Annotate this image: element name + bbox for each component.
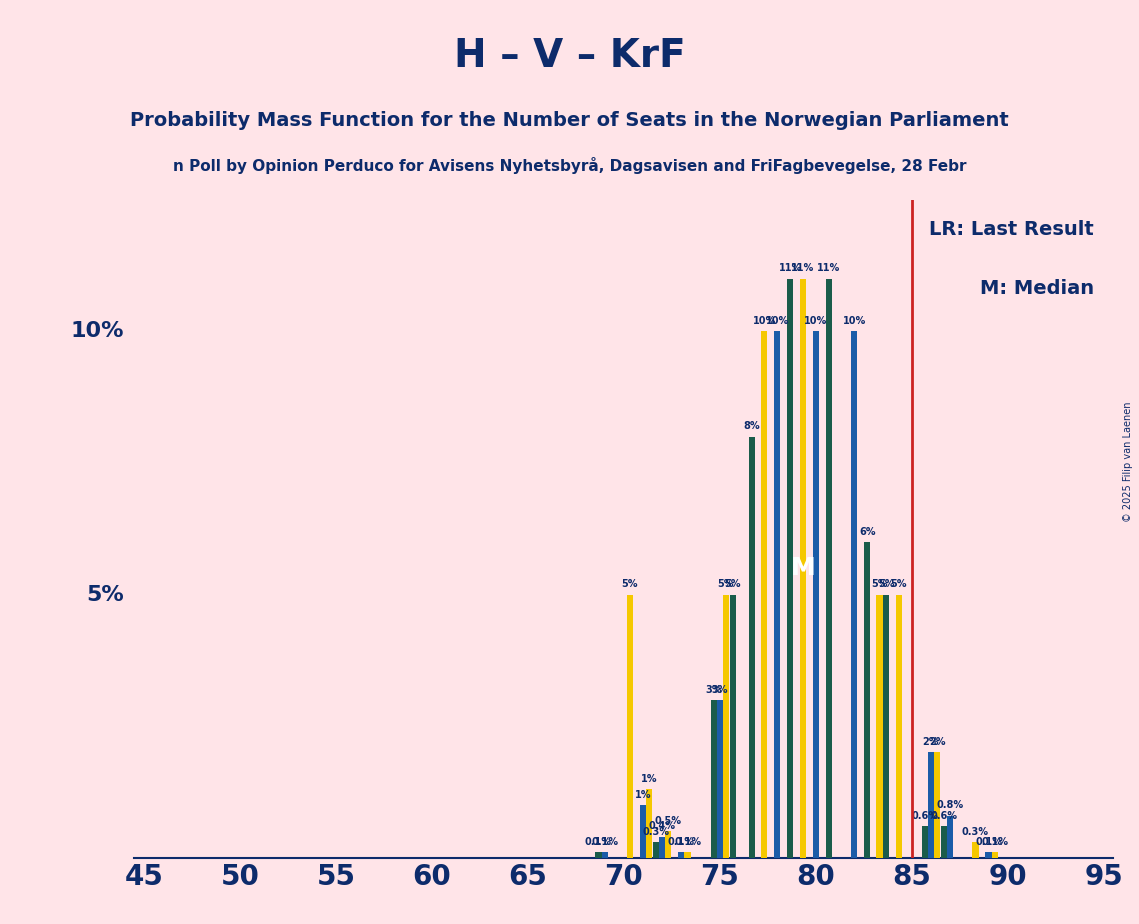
Bar bbox=[685, 853, 690, 857]
Bar bbox=[723, 594, 729, 857]
Bar bbox=[812, 332, 819, 857]
Bar bbox=[921, 826, 928, 857]
Text: 6%: 6% bbox=[859, 527, 876, 537]
Bar bbox=[992, 853, 998, 857]
Text: 0.3%: 0.3% bbox=[642, 827, 670, 836]
Text: 0.6%: 0.6% bbox=[911, 811, 939, 821]
Text: H – V – KrF: H – V – KrF bbox=[453, 37, 686, 75]
Text: 10%: 10% bbox=[765, 316, 789, 326]
Bar bbox=[800, 279, 805, 857]
Text: 0.1%: 0.1% bbox=[674, 837, 700, 847]
Text: 0.5%: 0.5% bbox=[655, 816, 682, 826]
Text: 0.3%: 0.3% bbox=[962, 827, 989, 836]
Text: 2%: 2% bbox=[928, 737, 945, 748]
Text: 0.1%: 0.1% bbox=[667, 837, 695, 847]
Text: 0.6%: 0.6% bbox=[931, 811, 958, 821]
Text: 0.4%: 0.4% bbox=[649, 821, 675, 832]
Text: 5%: 5% bbox=[878, 579, 894, 590]
Text: 1%: 1% bbox=[634, 790, 652, 800]
Text: 0.8%: 0.8% bbox=[936, 800, 964, 810]
Text: 0.1%: 0.1% bbox=[975, 837, 1002, 847]
Text: 5%: 5% bbox=[87, 585, 124, 604]
Text: 3%: 3% bbox=[705, 685, 722, 695]
Text: 8%: 8% bbox=[744, 421, 761, 432]
Bar bbox=[947, 816, 953, 857]
Text: 5%: 5% bbox=[724, 579, 741, 590]
Text: 3%: 3% bbox=[712, 685, 728, 695]
Bar bbox=[895, 594, 902, 857]
Text: 11%: 11% bbox=[817, 263, 841, 274]
Bar bbox=[653, 842, 659, 857]
Text: 5%: 5% bbox=[718, 579, 735, 590]
Text: Probability Mass Function for the Number of Seats in the Norwegian Parliament: Probability Mass Function for the Number… bbox=[130, 111, 1009, 130]
Bar bbox=[646, 789, 653, 857]
Text: 5%: 5% bbox=[871, 579, 887, 590]
Bar bbox=[730, 594, 736, 857]
Text: 1%: 1% bbox=[641, 774, 657, 784]
Bar bbox=[640, 805, 646, 857]
Text: 2%: 2% bbox=[923, 737, 940, 748]
Bar bbox=[749, 437, 755, 857]
Text: © 2025 Filip van Laenen: © 2025 Filip van Laenen bbox=[1123, 402, 1133, 522]
Bar bbox=[761, 332, 768, 857]
Bar bbox=[985, 853, 992, 857]
Bar bbox=[865, 541, 870, 857]
Text: 11%: 11% bbox=[779, 263, 802, 274]
Text: 10%: 10% bbox=[71, 322, 124, 341]
Bar bbox=[884, 594, 890, 857]
Text: M: M bbox=[790, 556, 816, 580]
Text: 0.1%: 0.1% bbox=[981, 837, 1008, 847]
Bar bbox=[826, 279, 831, 857]
Bar bbox=[876, 594, 883, 857]
Bar bbox=[851, 332, 858, 857]
Bar bbox=[973, 842, 978, 857]
Text: n Poll by Opinion Perduco for Avisens Nyhetsbyrå, Dagsavisen and FriFagbevegelse: n Poll by Opinion Perduco for Avisens Ny… bbox=[173, 157, 966, 174]
Text: 0.1%: 0.1% bbox=[585, 837, 612, 847]
Text: 10%: 10% bbox=[753, 316, 776, 326]
Bar bbox=[596, 853, 601, 857]
Text: 10%: 10% bbox=[804, 316, 827, 326]
Text: 11%: 11% bbox=[792, 263, 814, 274]
Bar bbox=[716, 699, 723, 857]
Text: LR: Last Result: LR: Last Result bbox=[929, 220, 1093, 238]
Bar bbox=[928, 752, 934, 857]
Bar bbox=[659, 836, 665, 857]
Bar bbox=[941, 826, 947, 857]
Bar bbox=[775, 332, 780, 857]
Bar bbox=[679, 853, 685, 857]
Text: M: Median: M: Median bbox=[980, 279, 1093, 298]
Text: 5%: 5% bbox=[622, 579, 638, 590]
Text: 0.1%: 0.1% bbox=[591, 837, 618, 847]
Bar bbox=[601, 853, 607, 857]
Bar bbox=[626, 594, 633, 857]
Bar bbox=[787, 279, 794, 857]
Text: 10%: 10% bbox=[843, 316, 866, 326]
Bar bbox=[711, 699, 716, 857]
Bar bbox=[934, 752, 940, 857]
Text: 5%: 5% bbox=[891, 579, 907, 590]
Bar bbox=[665, 832, 671, 857]
